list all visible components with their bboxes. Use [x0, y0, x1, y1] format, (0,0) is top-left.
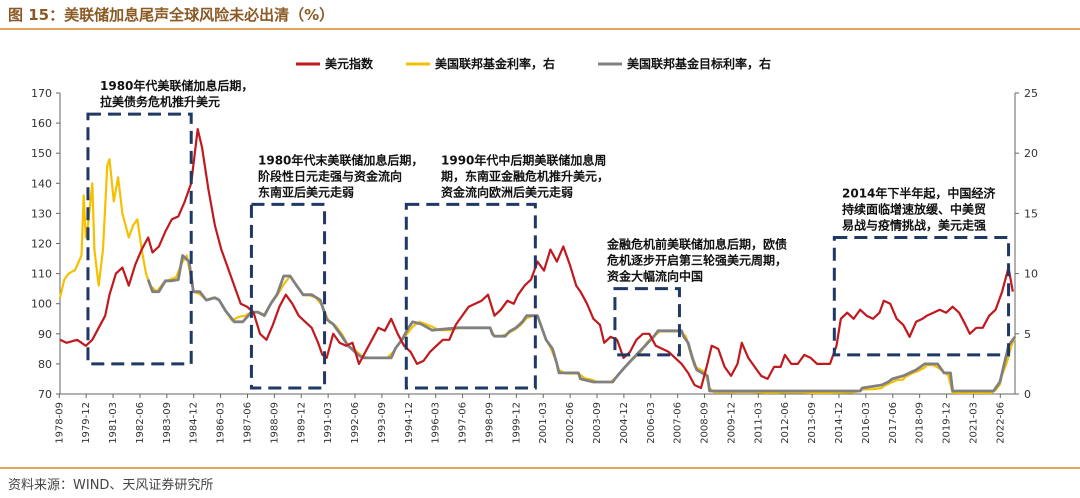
y-left-tick-label: 90	[38, 328, 52, 341]
x-tick-label: 1996-03	[431, 402, 442, 444]
x-tick-label: 1997-06	[458, 402, 469, 444]
y-right-tick-label: 20	[1024, 147, 1038, 160]
annotation-box-2	[249, 202, 327, 390]
annotation-text-3: 期，东南亚金融危机推升美元，	[441, 168, 609, 183]
x-tick-label: 1988-09	[269, 402, 280, 444]
x-tick-label: 2007-06	[673, 402, 684, 444]
bottom-rule	[0, 467, 1080, 469]
y-right-tick-label: 5	[1024, 328, 1031, 341]
x-tick-label: 1983-09	[162, 402, 173, 444]
x-tick-label: 2006-03	[646, 402, 657, 444]
x-tick-label: 2002-06	[565, 402, 576, 444]
annotation-text-2: 1980年代末美联储加息后期，	[258, 152, 423, 167]
x-tick-label: 2004-12	[619, 402, 630, 444]
annotation-text-2: 阶段性日元走强与资金流向	[258, 168, 402, 183]
y-left-tick-label: 100	[31, 298, 52, 311]
legend: 美元指数 美国联邦基金利率，右 美国联邦基金目标利率，右	[296, 56, 771, 71]
y-right-tick-label: 25	[1024, 87, 1038, 100]
x-tick-label: 1987-06	[242, 402, 253, 444]
y-left-tick-label: 110	[31, 268, 52, 281]
x-tick-label: 1986-03	[216, 402, 227, 444]
chart: 美元指数 美国联邦基金利率，右 美国联邦基金目标利率，右 7080901001101…	[31, 56, 1038, 444]
annotation-box-4	[613, 287, 681, 357]
x-tick-label: 1978-09	[54, 402, 65, 444]
annotation-text-4: 金融危机前美联储加息后期，欧债	[606, 237, 787, 252]
top-rule	[0, 28, 1080, 30]
annotation-text-1: 1980年代美联储加息后期，	[100, 78, 253, 93]
y-left-tick-label: 160	[31, 117, 52, 130]
y-left-tick-label: 140	[31, 177, 52, 190]
x-tick-label: 2016-03	[861, 402, 872, 444]
x-tick-label: 1982-06	[135, 402, 146, 444]
annotation-text-3: 资金流向欧洲后美元走弱	[441, 184, 573, 199]
x-tick-label: 1994-12	[404, 402, 415, 444]
x-tick-label: 1981-03	[108, 402, 119, 444]
annotation-text-5: 易战与疫情挑战，美元走强	[842, 217, 986, 232]
x-tick-label: 2003-09	[592, 402, 603, 444]
x-tick-label: 2001-03	[538, 402, 549, 444]
annotation-text-4: 危机逐步开启第三轮强美元周期，	[606, 253, 787, 268]
x-tick-label: 2017-06	[888, 402, 899, 444]
annotation-text-5: 2014年下半年起，中国经济	[842, 185, 996, 200]
y-left-tick-label: 130	[31, 207, 52, 220]
annotation-text-3: 1990年代中后期美联储加息周	[441, 152, 606, 167]
y-right-tick-label: 10	[1024, 268, 1038, 281]
annotation-text-5: 持续面临增速放缓、中美贸	[842, 201, 986, 216]
annotation-text-2: 东南亚后美元走弱	[258, 184, 354, 199]
x-tick-label: 2008-09	[700, 402, 711, 444]
source-note: 资料来源：WIND、天风证券研究所	[8, 478, 214, 493]
y-left-tick-label: 80	[38, 358, 52, 371]
y-right-tick-label: 0	[1024, 388, 1031, 401]
series-line-3	[146, 254, 1017, 393]
x-tick-label: 2011-03	[753, 402, 764, 444]
x-tick-label: 1992-06	[350, 402, 361, 444]
series-line-1	[59, 128, 1014, 390]
x-tick-label: 2009-12	[726, 402, 737, 444]
x-tick-label: 1999-12	[511, 402, 522, 444]
x-tick-label: 1979-12	[81, 402, 92, 444]
annotation-box-1	[86, 112, 193, 366]
annotation-box-5	[832, 235, 1011, 357]
annotation-box-3	[404, 202, 537, 390]
x-tick-label: 2019-12	[942, 402, 953, 444]
x-tick-label: 2022-06	[995, 402, 1006, 444]
x-tick-label: 1984-12	[189, 402, 200, 444]
y-left-tick-label: 170	[31, 87, 52, 100]
x-tick-label: 2018-09	[915, 402, 926, 444]
x-tick-label: 1993-09	[377, 402, 388, 444]
legend-label-3: 美国联邦基金目标利率，右	[627, 56, 771, 71]
y-left-tick-label: 70	[38, 388, 52, 401]
annotation-text-1: 拉美债务危机推升美元	[100, 94, 220, 109]
y-left-tick-label: 120	[31, 238, 52, 251]
y-right-tick-label: 15	[1024, 207, 1038, 220]
annotation-boxes: 1980年代美联储加息后期，拉美债务危机推升美元 1980年代末美联储加息后期，阶…	[86, 78, 1011, 390]
x-tick-label: 1998-09	[484, 402, 495, 444]
x-tick-label: 2012-06	[780, 402, 791, 444]
x-tick-label: 2021-03	[968, 402, 979, 444]
legend-label-1: 美元指数	[325, 56, 374, 71]
figure-title: 图 15：美联储加息尾声全球风险未必出清（%）	[8, 6, 335, 24]
x-tick-label: 1991-03	[323, 402, 334, 444]
legend-label-2: 美国联邦基金利率，右	[435, 56, 555, 71]
x-tick-label: 1989-12	[296, 402, 307, 444]
y-left-tick-label: 150	[31, 147, 52, 160]
annotation-text-4: 资金大幅流向中国	[607, 269, 703, 284]
axes: 70 80 90 100 110 120 130 140 150 160 170 0 5 10 15 20 25…	[31, 87, 1038, 444]
x-tick-label: 2014-12	[834, 402, 845, 444]
x-tick-label: 2013-09	[807, 402, 818, 444]
